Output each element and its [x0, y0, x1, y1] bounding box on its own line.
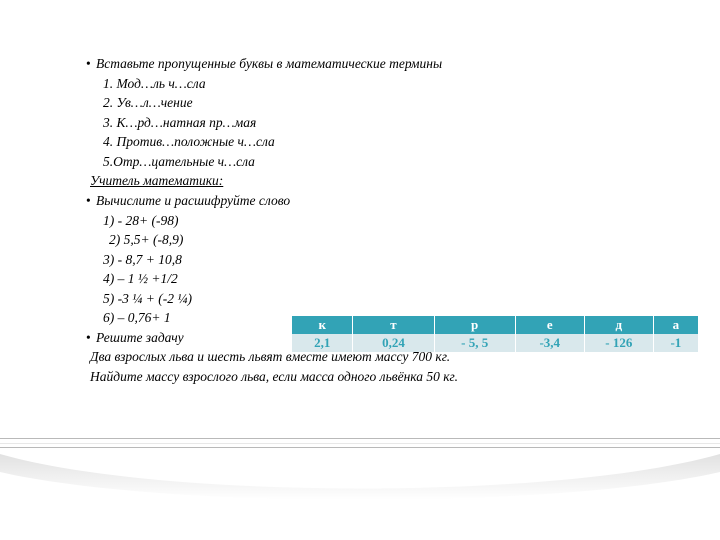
- table-cell: 0,24: [353, 334, 434, 352]
- section1-item: 3. К…рд…натная пр…мая: [86, 113, 646, 133]
- decorative-shadow: [0, 454, 720, 509]
- section1-heading: Вставьте пропущенные буквы в математичес…: [96, 54, 646, 74]
- bullet-dot: •: [86, 54, 96, 74]
- section1-item: 4. Против…положные ч…сла: [86, 132, 646, 152]
- table-cell: - 126: [584, 334, 653, 352]
- section2-item: 5) -3 ¼ + (-2 ¼): [86, 289, 646, 309]
- table-header-cell: д: [584, 316, 653, 334]
- task-line: Найдите массу взрослого льва, если масса…: [86, 367, 646, 387]
- section2-item: 2) 5,5+ (-8,9): [86, 230, 646, 250]
- teacher-line: Учитель математики:: [86, 171, 646, 191]
- table-header-row: ктреда: [292, 316, 698, 334]
- section2-item: 4) – 1 ½ +1/2: [86, 269, 646, 289]
- table-cell: - 5, 5: [434, 334, 515, 352]
- table-cell: -1: [653, 334, 698, 352]
- section2-heading: Вычислите и расшифруйте слово: [96, 191, 646, 211]
- section2-heading-row: • Вычислите и расшифруйте слово: [86, 191, 646, 211]
- section2-item: 3) - 8,7 + 10,8: [86, 250, 646, 270]
- table-cell: 2,1: [292, 334, 353, 352]
- bullet-dot: •: [86, 328, 96, 348]
- table-body: 2,10,24- 5, 5-3,4- 126-1: [292, 334, 698, 352]
- separator-lines: [0, 438, 720, 448]
- table-header-cell: т: [353, 316, 434, 334]
- table-cell: -3,4: [515, 334, 584, 352]
- table-header-cell: р: [434, 316, 515, 334]
- table-header-cell: а: [653, 316, 698, 334]
- bullet-dot: •: [86, 191, 96, 211]
- section1-item: 2. Ув…л…чение: [86, 93, 646, 113]
- section1-heading-row: • Вставьте пропущенные буквы в математич…: [86, 54, 646, 74]
- section1-item: 1. Мод…ль ч…сла: [86, 74, 646, 94]
- table-header-cell: к: [292, 316, 353, 334]
- table-header-cell: е: [515, 316, 584, 334]
- cipher-table: ктреда 2,10,24- 5, 5-3,4- 126-1: [292, 316, 698, 352]
- cipher-table-wrap: ктреда 2,10,24- 5, 5-3,4- 126-1: [292, 316, 698, 352]
- section2-item: 1) - 28+ (-98): [86, 211, 646, 231]
- table-row: 2,10,24- 5, 5-3,4- 126-1: [292, 334, 698, 352]
- section1-item: 5.Отр…цательные ч…сла: [86, 152, 646, 172]
